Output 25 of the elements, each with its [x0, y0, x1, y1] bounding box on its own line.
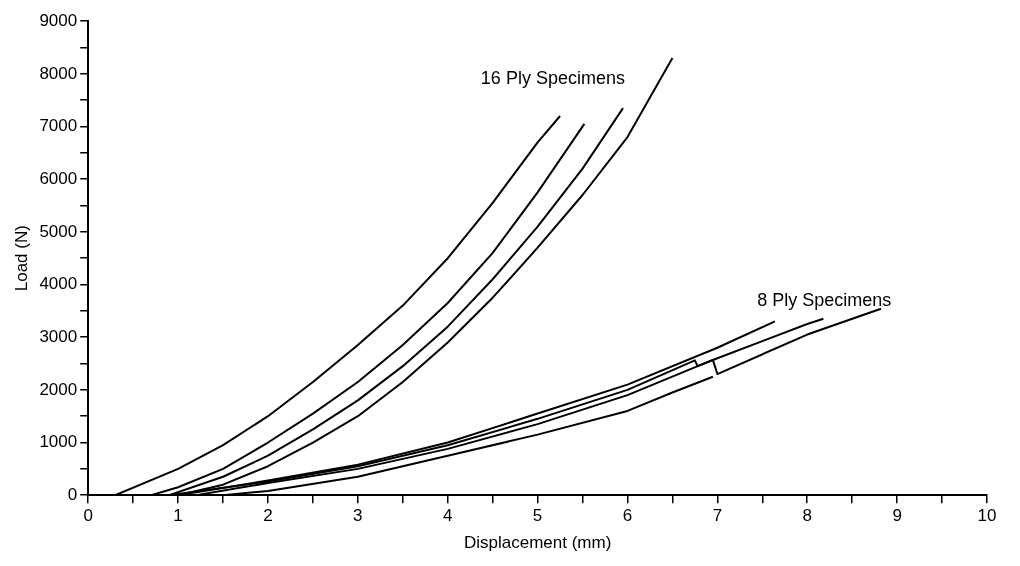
x-tick-label: 0	[83, 506, 93, 526]
y-tick-label: 8000	[39, 63, 78, 83]
y-tick-label: 4000	[39, 274, 78, 294]
x-tick-label: 6	[622, 506, 633, 526]
y-axis-title: Load (N)	[11, 225, 31, 292]
annotation: 16 Ply Specimens	[480, 68, 625, 89]
x-tick-label: 5	[532, 506, 543, 526]
x-axis-title: Displacement (mm)	[463, 533, 612, 553]
x-tick-label: 8	[802, 506, 812, 526]
y-tick-label: 0	[67, 484, 78, 504]
x-tick-label: 7	[712, 506, 723, 526]
x-tick-label: 3	[353, 506, 363, 526]
x-tick-label: 2	[263, 506, 273, 526]
x-tick-label: 1	[173, 506, 183, 526]
y-tick-label: 9000	[39, 10, 78, 30]
y-tick-label: 1000	[39, 432, 78, 452]
y-tick-label: 6000	[39, 168, 78, 188]
x-tick-label: 10	[977, 506, 997, 526]
x-tick-label: 4	[443, 506, 453, 526]
y-tick-label: 2000	[39, 379, 78, 399]
y-tick-label: 5000	[39, 221, 78, 241]
y-tick-label: 7000	[39, 116, 78, 136]
annotation: 8 Ply Specimens	[757, 289, 892, 310]
x-tick-label: 9	[892, 506, 902, 526]
y-tick-label: 3000	[39, 326, 78, 346]
